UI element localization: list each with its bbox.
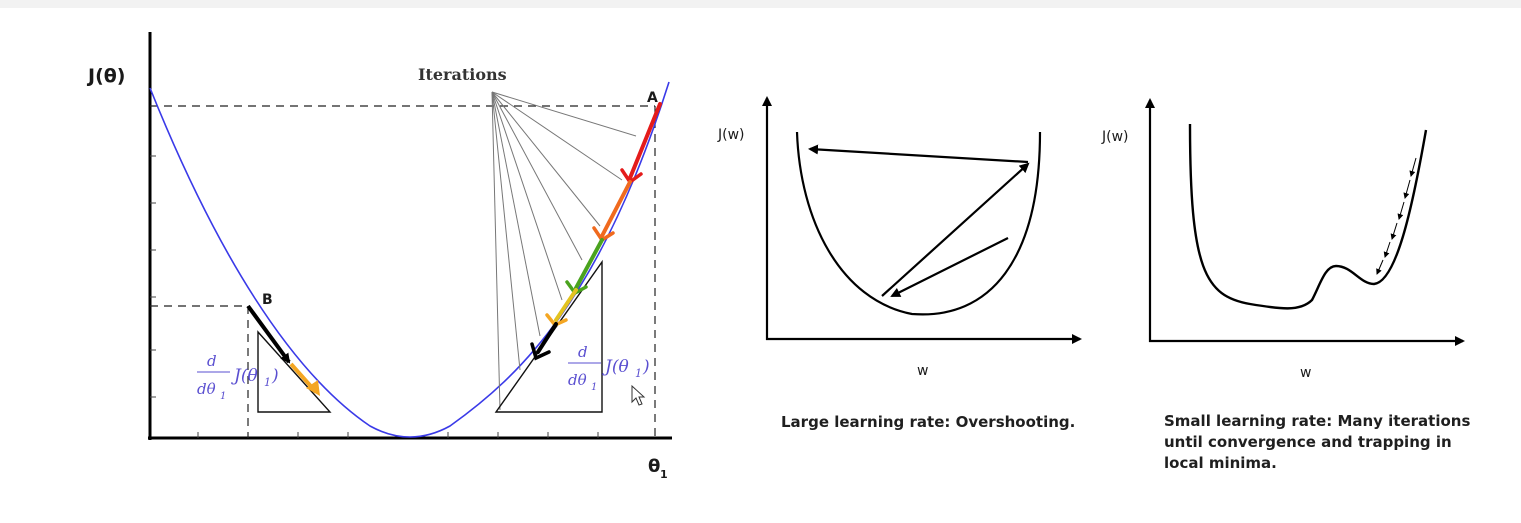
svg-text:dθ: dθ	[568, 371, 587, 389]
svg-text:J(θ: J(θ	[602, 357, 629, 377]
mouse-cursor-icon	[631, 384, 646, 406]
iterations-label: Iterations	[418, 65, 507, 84]
overshoot-arrows	[808, 144, 1030, 297]
y-axis-label: J(θ)	[86, 65, 126, 87]
svg-text:d: d	[207, 352, 217, 370]
svg-text:1: 1	[660, 468, 668, 481]
svg-text:): )	[271, 366, 279, 386]
svg-text:J(θ: J(θ	[231, 366, 258, 386]
svg-text:1: 1	[264, 376, 271, 389]
small-learning-rate-caption: Small learning rate: Many iterations unt…	[1164, 412, 1471, 472]
gradient-descent-diagram: Iterations A B J(θ) θ 1	[86, 32, 672, 481]
small-learning-rate-diagram: J(w) w	[1101, 98, 1465, 381]
svg-text:1: 1	[220, 391, 226, 402]
top-strip	[0, 0, 1521, 8]
cost-curve	[149, 81, 670, 438]
derivative-label-left: d dθ 1 J(θ 1 )	[197, 352, 279, 402]
step-arrow-b-next-head	[306, 380, 320, 396]
large-learning-rate-caption: Large learning rate: Overshooting.	[781, 413, 1076, 431]
small-step-arrows	[1376, 157, 1417, 275]
step-arrow-b	[246, 304, 291, 364]
svg-text:): )	[642, 357, 650, 377]
dashed-guides	[150, 105, 656, 438]
svg-text:1: 1	[591, 382, 597, 393]
large-learning-rate-diagram: J(w) w	[717, 96, 1082, 379]
x-axis-label: θ 1	[648, 456, 668, 481]
right-cost-curve	[1188, 123, 1428, 310]
mid-x-axis-label: w	[917, 363, 928, 379]
derivative-label-right: d dθ 1 J(θ 1 )	[568, 343, 650, 393]
svg-text:d: d	[578, 343, 588, 361]
right-x-axis-label: w	[1300, 365, 1311, 381]
svg-text:1: 1	[635, 367, 642, 380]
mid-cost-curve	[795, 131, 1042, 316]
svg-text:θ: θ	[648, 456, 660, 477]
iteration-steps	[530, 102, 662, 361]
y-axis-ticks	[150, 155, 156, 398]
point-a-label: A	[647, 90, 658, 106]
point-b-label: B	[262, 292, 273, 308]
iterations-leader-lines	[491, 91, 637, 411]
svg-text:dθ: dθ	[197, 380, 216, 398]
right-y-axis-label: J(w)	[1101, 129, 1129, 145]
mid-y-axis-label: J(w)	[717, 127, 745, 143]
tangent-triangle-left	[257, 330, 332, 413]
